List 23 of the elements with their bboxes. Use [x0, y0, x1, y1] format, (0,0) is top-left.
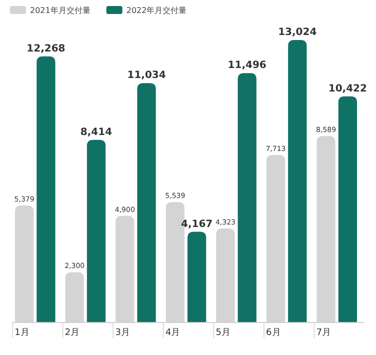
data-label: 12,268: [26, 43, 66, 54]
data-label: 4,167: [181, 218, 213, 230]
bar: [188, 232, 206, 322]
x-tick-label: 4月: [165, 328, 180, 338]
bar: [137, 83, 156, 322]
data-label: 13,024: [278, 27, 317, 38]
data-label: 11,496: [228, 60, 266, 72]
x-tick-label: 3月: [115, 328, 130, 338]
legend-label: 2021年月交付量: [30, 6, 90, 15]
data-label: 10,422: [328, 83, 368, 94]
bar: [238, 73, 256, 322]
bar: [86, 140, 106, 322]
x-tick-label: 5月: [216, 328, 231, 338]
data-label: 8,414: [80, 126, 112, 138]
x-tick-label: 1月: [14, 328, 30, 338]
bar: [338, 96, 357, 322]
x-tick-label: 2月: [64, 328, 80, 338]
bar: [288, 40, 307, 322]
data-label: 11,034: [127, 70, 166, 82]
bar: [36, 56, 56, 322]
legend-label: 2022年月交付量: [126, 6, 187, 15]
x-tick-label: 6月: [266, 328, 281, 338]
x-tick-label: 7月: [316, 328, 332, 338]
